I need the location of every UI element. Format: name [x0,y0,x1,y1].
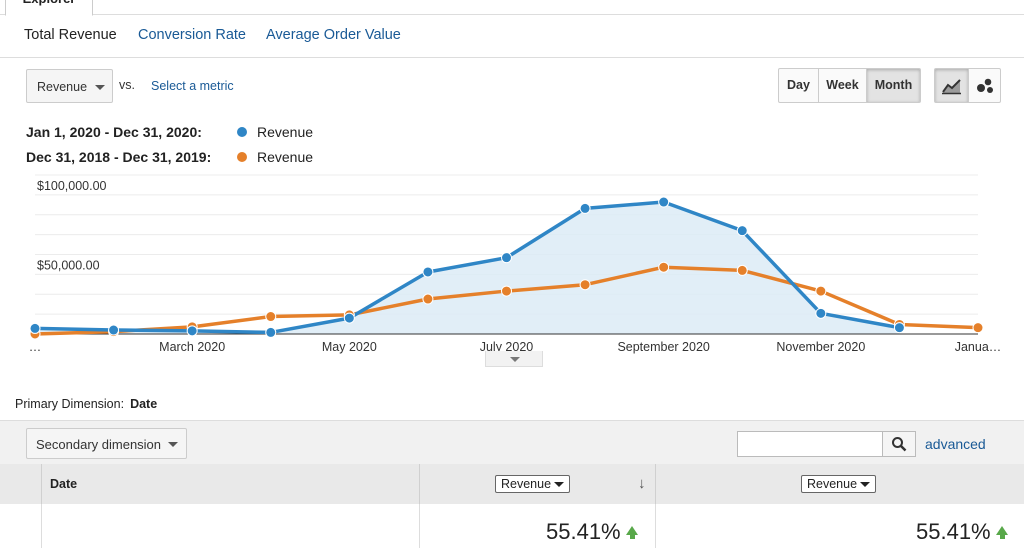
tab-strip: Explorer [0,0,1024,16]
previous-series-point [972,322,984,334]
tab-average-order-value[interactable]: Average Order Value [266,27,401,43]
up-arrow-stem [999,535,1005,539]
column-divider [41,504,42,548]
previous-series-point [658,261,670,273]
current-series-point [736,225,748,237]
vs-label: vs. [119,78,135,92]
previous-series-point [815,285,827,297]
up-arrow-stem [629,535,635,539]
tab-conversion-rate[interactable]: Conversion Rate [138,27,246,43]
search-button[interactable] [882,431,916,457]
primary-dimension-label: Primary Dimension: [15,397,125,411]
motion-chart-toggle[interactable] [968,68,1001,103]
current-series-point [108,324,120,336]
x-tick-label: September 2020 [617,340,709,354]
current-series-point [343,312,355,324]
revenue-column-select-1-label: Revenue [501,477,552,491]
metric-tabs: Total Revenue Conversion Rate Average Or… [0,14,1024,58]
table-row: 55.41% 55.41% [0,504,1024,548]
line-chart-icon [941,79,961,95]
x-tick-label: July 2020 [480,340,534,354]
metric-dropdown-label: Revenue [37,80,88,94]
month-button[interactable]: Month [866,68,921,103]
chart-expander[interactable] [485,351,543,367]
metric-dropdown[interactable]: Revenue [26,69,113,103]
current-series-point [422,266,434,278]
advanced-link[interactable]: advanced [925,436,986,452]
revenue-change-percent-2: 55.41% [916,519,991,544]
chevron-down-icon [95,85,105,90]
column-divider [419,464,420,504]
sort-descending-icon[interactable]: ↓ [638,475,646,492]
revenue-change-percent-1: 55.41% [546,519,621,544]
legend-current-range: Jan 1, 2020 - Dec 31, 2020: [26,124,202,140]
select-metric-link[interactable]: Select a metric [151,79,234,93]
chevron-down-icon [860,482,870,487]
legend-previous-dot [237,152,247,162]
previous-series-point [422,293,434,305]
column-divider [419,504,420,548]
column-divider [41,464,42,504]
table-search-input[interactable] [737,431,883,457]
x-tick-label: … [29,340,42,354]
current-series-point [658,196,670,208]
revenue-column-select-1[interactable]: Revenue [495,475,570,493]
x-tick-label: November 2020 [776,340,865,354]
column-divider [655,464,656,504]
legend-current-series: Revenue [257,124,314,140]
x-tick-label: March 2020 [159,340,225,354]
column-divider [655,504,656,548]
chart-panel: Revenue vs. Select a metric Day Week Mon… [0,57,1024,375]
current-series-point [265,326,277,338]
line-chart-toggle[interactable] [934,68,969,103]
date-column-header[interactable]: Date [50,477,78,491]
current-series-point [501,252,512,264]
week-button[interactable]: Week [818,68,867,103]
current-series-area [35,202,900,334]
primary-dimension: Primary Dimension: Date [15,397,157,411]
x-tick-label: May 2020 [322,340,377,354]
revenue-column-select-2[interactable]: Revenue [801,475,876,493]
previous-series-point [579,279,591,291]
previous-series-point [736,264,748,276]
primary-dimension-date[interactable]: Date [130,397,158,411]
secondary-dimension-dropdown[interactable]: Secondary dimension [26,428,187,459]
up-arrow-icon [996,526,1008,535]
chevron-down-icon [510,357,520,362]
tab-total-revenue[interactable]: Total Revenue [24,27,117,43]
previous-series-point [501,285,512,297]
chevron-down-icon [168,442,178,447]
x-tick-label: Janua… [955,340,1002,354]
bubble-chart-icon [976,78,993,93]
legend-previous-series: Revenue [257,149,314,165]
legend-current-dot [237,127,247,137]
revenue-column-select-2-label: Revenue [807,477,858,491]
current-series-line [34,200,900,335]
previous-series-point [265,311,277,323]
current-series-point [815,307,827,319]
y-tick-label: $50,000.00 [37,259,100,273]
current-series-point [29,322,41,334]
up-arrow-icon [626,526,638,535]
current-series-point [579,202,591,214]
table-toolbar: Secondary dimension advanced [0,420,1024,465]
current-series-point [893,322,905,334]
current-series-point [186,325,198,337]
revenue-line-chart[interactable]: $100,000.00 $50,000.00 … March 2020 May 2020… [0,0,1024,370]
tab-explorer[interactable]: Explorer [5,0,93,16]
table-header: Date Revenue ↓ Revenue [0,464,1024,504]
secondary-dimension-label: Secondary dimension [36,437,162,452]
chevron-down-icon [554,482,564,487]
search-icon [892,437,907,452]
legend-previous-range: Dec 31, 2018 - Dec 31, 2019: [26,149,212,165]
y-tick-label: $100,000.00 [37,179,107,193]
